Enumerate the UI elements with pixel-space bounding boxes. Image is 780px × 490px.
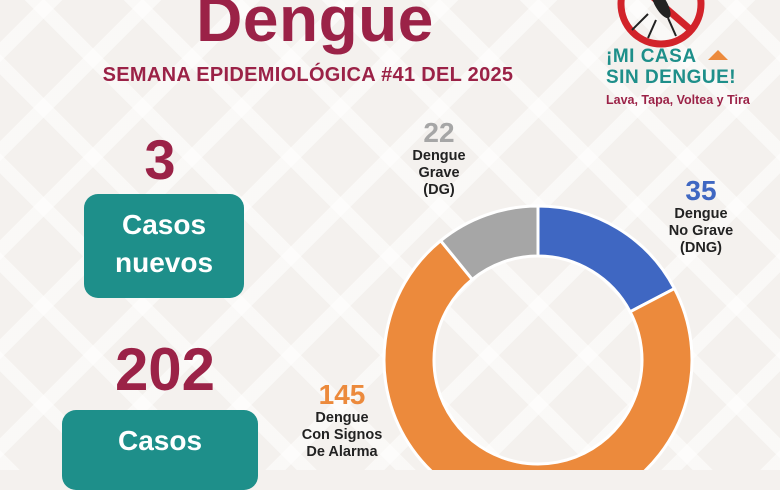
new-cases-label-line2: nuevos [114,247,214,278]
donut-slices [382,204,694,470]
slice-label-dcsa-line3: De Alarma [306,444,378,460]
new-cases-label-line1: Casos [121,209,207,240]
slice-label-dcsa-line2: Con Signos [301,427,383,443]
cumulative-label-line1: Casos [117,425,203,456]
slice-label-dng-line3: (DNG) [680,240,722,256]
donut-slice-dcsa [382,238,694,470]
cumulative-cases-value: 202 [114,336,216,403]
slice-label-dng-line1: Dengue [674,206,728,222]
slice-label-dg-line2: Grave [418,165,460,181]
slice-value-dg: 22 [423,117,455,148]
donut-chart [382,204,694,470]
cumulative-cases-badge: Casos [62,410,258,490]
slice-value-dcsa: 145 [318,379,366,410]
campaign-logo-text: ¡MI CASA SIN DENGUE! [606,46,766,88]
slice-value-dng: 35 [685,175,717,206]
slice-label-dng-line2: No Grave [668,223,734,239]
slice-label-dg-line1: Dengue [412,148,466,164]
campaign-tagline: Lava, Tapa, Voltea y Tira [606,93,750,107]
campaign-line1: ¡MI CASA [606,46,697,67]
slice-label-dng: 35 Dengue No Grave (DNG) [646,176,756,257]
slice-label-dg-line3: (DG) [423,182,455,198]
slice-label-dcsa: 145 Dengue Con Signos De Alarma [286,380,398,461]
slice-label-dcsa-line1: Dengue [315,410,369,426]
page-title: Dengue [196,0,434,55]
new-cases-value: 3 [144,128,176,191]
donut-slice-dg [438,204,540,282]
page-subtitle: SEMANA EPIDEMIOLÓGICA #41 DEL 2025 [102,64,514,86]
slice-label-dg: 22 Dengue Grave (DG) [384,118,494,199]
campaign-line2: SIN DENGUE! [606,67,737,88]
new-cases-badge: Casos nuevos [84,194,244,298]
no-mosquito-icon [617,0,728,60]
